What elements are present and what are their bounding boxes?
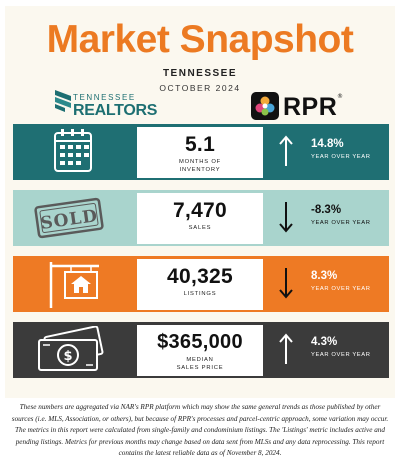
svg-text:$: $ — [63, 349, 72, 364]
page-title: Market Snapshot — [46, 18, 354, 61]
rpr-logo: RPR ® — [249, 92, 349, 122]
metric-value-box: $365,000 MEDIAN SALES PRICE — [137, 325, 263, 376]
sold-stamp-icon: SOLD — [25, 194, 113, 242]
metric-value: 7,470 — [172, 199, 228, 222]
metric-label: SALES — [188, 225, 212, 231]
metric-change: 8.3% — [311, 270, 338, 282]
metric-value-box: 7,470 SALES — [137, 193, 263, 244]
metric-band-inventory: 5.1 MONTHS OF INVENTORY 14.8% YEAR OVER … — [13, 124, 389, 180]
disclaimer-text: These numbers are aggregated via NAR's R… — [11, 403, 389, 458]
arrow-down-icon — [279, 268, 293, 299]
metric-change-label: YEAR OVER YEAR — [311, 154, 371, 160]
logo-bottom-text: REALTORS — [73, 102, 158, 119]
logo-top-text: TENNESSEE — [73, 93, 136, 102]
calendar-icon — [25, 128, 113, 176]
metric-band-sales: SOLD 7,470 SALES -8.3% YEAR OVER YEAR — [13, 190, 389, 246]
metric-value-box: 40,325 LISTINGS — [137, 259, 263, 310]
metric-change: -8.3% — [311, 204, 342, 216]
metric-band-listings: 40,325 LISTINGS 8.3% YEAR OVER YEAR — [13, 256, 389, 312]
arrow-up-icon — [279, 333, 293, 364]
metric-label: MONTHS OF INVENTORY — [179, 159, 221, 173]
metric-change-label: YEAR OVER YEAR — [311, 220, 371, 226]
metric-value-box: 5.1 MONTHS OF INVENTORY — [137, 127, 263, 178]
state-name: TENNESSEE — [162, 68, 238, 79]
arrow-down-icon — [279, 202, 293, 233]
metric-band-price: $ $365,000 MEDIAN SALES PRICE 4.3% YEAR … — [13, 322, 389, 378]
house-sign-icon — [25, 260, 113, 308]
metric-value: $365,000 — [157, 331, 243, 353]
rpr-text: RPR — [283, 93, 338, 121]
tennessee-realtors-logo: TENNESSEE REALTORS — [55, 90, 165, 124]
rpr-mark-icon — [251, 92, 279, 120]
metric-label: LISTINGS — [183, 291, 217, 297]
metric-value: 40,325 — [166, 265, 234, 288]
metric-label: MEDIAN SALES PRICE — [176, 357, 224, 371]
money-icon: $ — [25, 325, 113, 374]
report-period: OCTOBER 2024 — [159, 83, 241, 93]
arrow-up-icon — [279, 135, 293, 166]
metric-change: 14.8% — [311, 138, 344, 150]
realtors-mark-icon — [55, 90, 71, 112]
registered-mark: ® — [337, 93, 343, 100]
metric-value: 5.1 — [184, 133, 216, 156]
metric-change-label: YEAR OVER YEAR — [311, 286, 371, 292]
metric-change: 4.3% — [311, 336, 338, 348]
metric-change-label: YEAR OVER YEAR — [311, 352, 371, 358]
